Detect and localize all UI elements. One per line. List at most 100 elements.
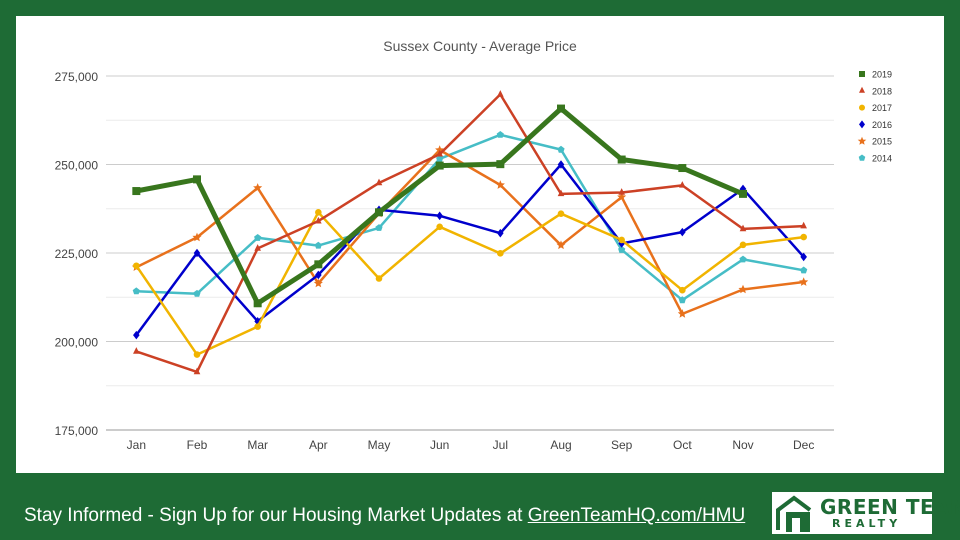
- data-point-2018: [800, 221, 807, 229]
- legend-label-2017: 2017: [872, 103, 892, 113]
- data-point-2016: [497, 228, 504, 238]
- data-point-2015: [495, 180, 505, 189]
- series-layer: [131, 90, 809, 375]
- data-point-2014: [739, 255, 747, 263]
- data-point-2017: [254, 323, 261, 330]
- y-tick-label: 250,000: [55, 159, 99, 173]
- legend-label-2016: 2016: [872, 120, 892, 130]
- data-point-2018: [315, 216, 322, 224]
- data-point-2017: [436, 223, 443, 231]
- data-point-2014: [557, 145, 565, 153]
- legend-label-2019: 2019: [872, 70, 892, 80]
- data-point-2015: [738, 284, 748, 294]
- data-point-2014: [436, 155, 444, 162]
- footer-banner: Stay Informed - Sign Up for our Housing …: [24, 505, 745, 527]
- data-point-2019: [253, 299, 262, 308]
- data-point-2018: [133, 347, 140, 354]
- series-line-2015: [135, 148, 804, 316]
- data-point-2017: [315, 208, 322, 216]
- signup-link[interactable]: GreenTeamHQ.com/HMU: [527, 505, 746, 526]
- grid-layer: [106, 75, 834, 431]
- data-point-2014: [375, 224, 383, 231]
- logo-title: GREEN TEAM: [820, 495, 960, 519]
- data-point-2016: [679, 227, 686, 237]
- data-point-2014: [678, 296, 686, 304]
- data-point-2014: [618, 246, 626, 253]
- x-tick-label: Jan: [127, 438, 146, 452]
- y-tick-label: 200,000: [55, 336, 99, 350]
- axis-layer: 175,000 200,000 225,000 250,000 275,000 Jan Fe…: [55, 70, 815, 452]
- data-point-2017: [618, 236, 625, 244]
- x-tick-label: May: [368, 438, 391, 452]
- x-tick-label: Oct: [673, 438, 692, 452]
- x-tick-label: Dec: [793, 438, 814, 452]
- series-line-2018: [135, 93, 804, 374]
- data-point-2016: [315, 270, 322, 280]
- x-tick-label: Feb: [187, 438, 208, 452]
- y-tick-label: 225,000: [55, 247, 99, 261]
- series-2019: [132, 104, 747, 308]
- series-2014: [132, 131, 808, 304]
- x-tick-label: Aug: [550, 438, 571, 452]
- legend-marker-2018: [859, 86, 865, 93]
- data-point-2015: [799, 277, 809, 286]
- data-point-2015: [192, 232, 202, 242]
- series-line-2016: [135, 163, 805, 336]
- data-point-2015: [556, 240, 566, 250]
- legend-marker-2015: [857, 136, 867, 145]
- data-point-2018: [375, 178, 383, 186]
- data-point-2014: [132, 287, 140, 295]
- x-tick-label: Nov: [732, 438, 753, 452]
- data-point-2018: [618, 188, 625, 195]
- data-point-2015: [677, 309, 687, 318]
- data-point-2017: [557, 210, 565, 218]
- data-point-2018: [557, 189, 565, 197]
- data-point-2016: [254, 317, 261, 326]
- data-point-2017: [679, 286, 686, 294]
- legend-marker-2014: [858, 154, 866, 161]
- data-point-2018: [679, 181, 686, 188]
- data-point-2017: [497, 250, 504, 257]
- data-point-2019: [557, 104, 565, 113]
- data-point-2018: [739, 224, 747, 232]
- data-point-2017: [133, 262, 140, 270]
- data-point-2015: [313, 278, 323, 288]
- x-tick-label: Jun: [430, 438, 449, 452]
- x-tick-label: Mar: [247, 438, 268, 452]
- series-2016: [133, 160, 807, 340]
- data-point-2019: [193, 175, 201, 184]
- legend: 2019 2018 2017 2016 2015 2014: [857, 70, 892, 164]
- data-point-2018: [436, 149, 443, 157]
- series-2017: [133, 208, 807, 358]
- data-point-2017: [739, 241, 747, 249]
- data-point-2016: [436, 211, 443, 221]
- y-tick-label: 275,000: [55, 70, 99, 84]
- data-point-2014: [193, 289, 201, 297]
- line-chart: Sussex County - Average Price 175,000 200…: [55, 38, 892, 452]
- data-point-2019: [739, 189, 747, 198]
- data-point-2015: [617, 192, 627, 201]
- data-point-2016: [557, 160, 565, 169]
- chart-title: Sussex County - Average Price: [383, 38, 577, 54]
- data-point-2019: [435, 161, 444, 170]
- data-point-2019: [375, 208, 383, 217]
- data-point-2018: [193, 367, 201, 375]
- legend-label-2015: 2015: [872, 137, 892, 147]
- data-point-2019: [132, 187, 141, 196]
- data-point-2014: [496, 131, 504, 138]
- data-point-2016: [193, 248, 201, 258]
- chart-panel: Sussex County - Average Price 175,000 200…: [16, 16, 944, 473]
- data-point-2016: [800, 252, 807, 262]
- data-point-2019: [314, 260, 323, 269]
- y-tick-label: 175,000: [55, 424, 99, 438]
- legend-label-2014: 2014: [872, 154, 892, 164]
- x-tick-label: Jul: [493, 438, 508, 452]
- house-icon: [772, 492, 820, 534]
- series-line-2017: [135, 211, 804, 356]
- logo-subtitle: REALTY: [832, 517, 902, 530]
- data-point-2019: [678, 164, 687, 173]
- legend-label-2018: 2018: [872, 86, 892, 96]
- data-point-2017: [375, 275, 383, 282]
- data-point-2014: [800, 266, 808, 274]
- data-point-2016: [739, 184, 747, 194]
